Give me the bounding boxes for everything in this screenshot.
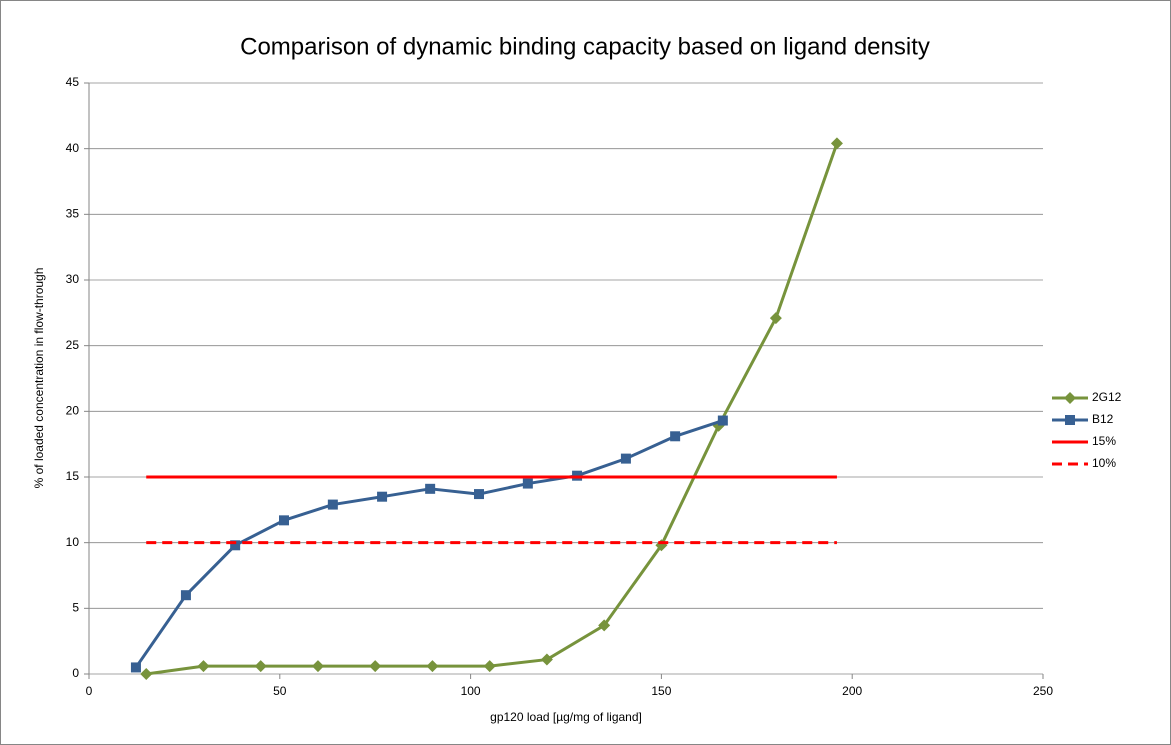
legend-marker [1064,392,1076,404]
marker [377,491,388,502]
x-tick-label: 0 [86,684,93,698]
y-tick-label: 10 [66,535,80,549]
x-tick-label: 100 [461,684,481,698]
marker [426,660,439,673]
marker [483,660,496,673]
marker [425,483,436,494]
legend-label: 15% [1092,434,1116,448]
x-tick-label: 150 [651,684,671,698]
y-axis-label: % of loaded concentration in flow-throug… [32,268,46,489]
marker [254,660,267,673]
legend-label: B12 [1092,412,1114,426]
marker [717,415,728,426]
marker [540,653,553,666]
x-axis-label: gp120 load [µg/mg of ligand] [490,710,642,724]
marker [522,478,533,489]
x-tick-label: 50 [273,684,287,698]
legend-label: 2G12 [1092,390,1122,404]
marker [327,499,338,510]
y-tick-label: 0 [72,666,79,680]
marker [197,660,210,673]
marker [278,515,289,526]
y-tick-label: 5 [72,601,79,615]
marker [311,660,324,673]
legend-marker [1065,415,1075,425]
marker [130,662,141,673]
marker [230,540,241,551]
x-tick-label: 200 [842,684,862,698]
marker [473,489,484,500]
marker [598,619,611,632]
marker [670,431,681,442]
marker [180,590,191,601]
y-tick-label: 15 [66,469,80,483]
marker [830,137,843,150]
y-tick-label: 20 [66,404,80,418]
marker [140,668,153,680]
legend-label: 10% [1092,456,1116,470]
chart-title: Comparison of dynamic binding capacity b… [240,33,930,60]
y-tick-label: 40 [66,141,80,155]
y-tick-label: 25 [66,338,80,352]
y-tick-label: 35 [66,207,80,221]
marker [369,660,382,673]
x-tick-label: 250 [1033,684,1053,698]
marker [769,312,782,325]
y-tick-label: 30 [66,272,80,286]
marker [620,453,631,464]
y-tick-label: 45 [66,75,80,89]
